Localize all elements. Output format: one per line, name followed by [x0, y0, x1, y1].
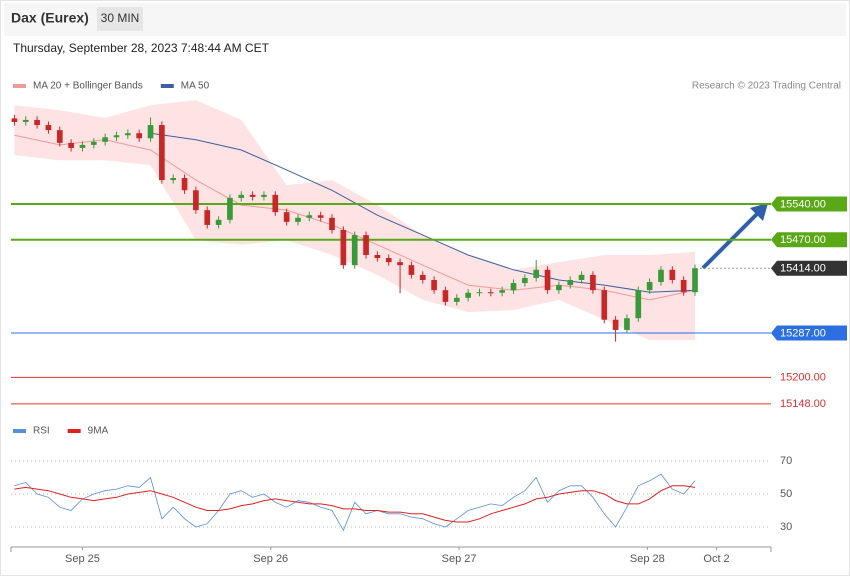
candle-body	[612, 319, 619, 330]
x-tick-label: Sep 25	[65, 553, 100, 565]
legend-label: 9MA	[88, 426, 109, 437]
candle-body	[499, 290, 505, 293]
level-label: 15148.00	[780, 398, 826, 410]
candle-body	[680, 279, 687, 293]
candle-body	[11, 118, 18, 122]
candle-body	[340, 230, 347, 266]
candle-body	[658, 269, 664, 283]
y-tick-label: 70	[780, 455, 792, 467]
candle-body	[215, 219, 222, 225]
candle-body	[465, 292, 471, 298]
legend-swatch	[13, 84, 26, 88]
candle-body	[113, 135, 120, 138]
candle-body	[544, 269, 551, 291]
candle-body	[351, 235, 358, 266]
legend-label: RSI	[33, 426, 50, 437]
level-label: 15414.00	[780, 263, 826, 275]
candle-body	[204, 210, 211, 225]
candle-body	[159, 125, 165, 181]
legend-label: MA 50	[181, 81, 210, 92]
candle-body	[476, 292, 483, 294]
legend-label: MA 20 + Bollinger Bands	[33, 81, 143, 92]
candle-body	[487, 292, 494, 294]
x-tick-label: Sep 28	[630, 553, 665, 565]
indicator-line	[14, 485, 696, 523]
level-label: 15287.00	[780, 327, 826, 339]
candle-body	[68, 142, 74, 148]
candle-body	[590, 274, 596, 291]
candle-body	[522, 277, 528, 284]
candle-body	[90, 141, 97, 145]
candle-body	[34, 119, 40, 126]
candle-body	[669, 269, 676, 280]
candle-body	[56, 130, 63, 143]
candle-body	[181, 178, 188, 191]
candle-body	[102, 137, 108, 142]
instrument: Dax (Eurex)	[11, 10, 89, 26]
candle-body	[317, 215, 324, 218]
candle-body	[125, 133, 131, 136]
indicator-line	[14, 473, 696, 532]
level-label: 15470.00	[780, 234, 826, 246]
timeframe-button[interactable]	[97, 7, 143, 31]
candle-body	[227, 197, 233, 220]
credit-note: Research © 2023 Trading Central	[692, 81, 841, 92]
candle-body	[329, 217, 335, 231]
candle-body	[249, 194, 256, 197]
candle-body	[306, 215, 313, 218]
candle-body	[385, 258, 392, 263]
legend-swatch	[67, 429, 81, 433]
candle-body	[578, 274, 585, 280]
candle-body	[442, 290, 449, 302]
candle-body	[283, 212, 290, 222]
y-tick-label: 50	[780, 488, 792, 500]
candle-body	[692, 268, 698, 293]
candle-body	[453, 297, 460, 302]
candle-body	[238, 194, 245, 198]
level-label-box	[771, 260, 847, 276]
x-tick-label: Oct 2	[703, 553, 729, 565]
candle-body	[363, 235, 369, 255]
y-tick-label: 30	[780, 521, 792, 533]
candle-body	[45, 125, 52, 131]
candle-body	[419, 274, 426, 280]
header-bar	[4, 3, 846, 36]
timestamp: Thursday, September 28, 2023 7:48:44 AM …	[13, 41, 270, 55]
candle-body	[261, 194, 267, 197]
candle-body	[601, 290, 608, 320]
level-label: 15200.00	[780, 372, 826, 384]
candle-body	[510, 283, 517, 291]
candle-body	[374, 255, 381, 259]
candle-body	[533, 269, 540, 278]
candle-body	[147, 125, 154, 139]
candle-body	[646, 282, 653, 291]
candle-body	[408, 265, 415, 275]
candle-body	[272, 194, 279, 213]
legend-swatch	[13, 429, 26, 433]
timeframe[interactable]: 30 MIN	[101, 11, 140, 25]
candle-body	[193, 190, 199, 211]
candle-body	[624, 318, 630, 330]
legend-swatch	[160, 84, 174, 88]
candle-body	[136, 133, 143, 139]
moving-average	[150, 132, 696, 293]
level-label-box	[771, 196, 847, 212]
candle-body	[635, 290, 642, 319]
candle-body	[79, 144, 86, 148]
forecast-arrow-head	[750, 203, 768, 221]
candle-body	[567, 279, 574, 286]
candle-body	[556, 285, 562, 291]
candle-body	[431, 279, 437, 291]
level-label: 15540.00	[780, 198, 826, 210]
level-label-box	[771, 325, 847, 341]
candle-body	[22, 119, 29, 122]
level-label-box	[771, 232, 847, 248]
x-tick-label: Sep 26	[253, 553, 288, 565]
candle-body	[170, 178, 177, 181]
x-tick-label: Sep 27	[442, 553, 477, 565]
candle-body	[397, 262, 403, 266]
candle-body	[295, 217, 301, 222]
